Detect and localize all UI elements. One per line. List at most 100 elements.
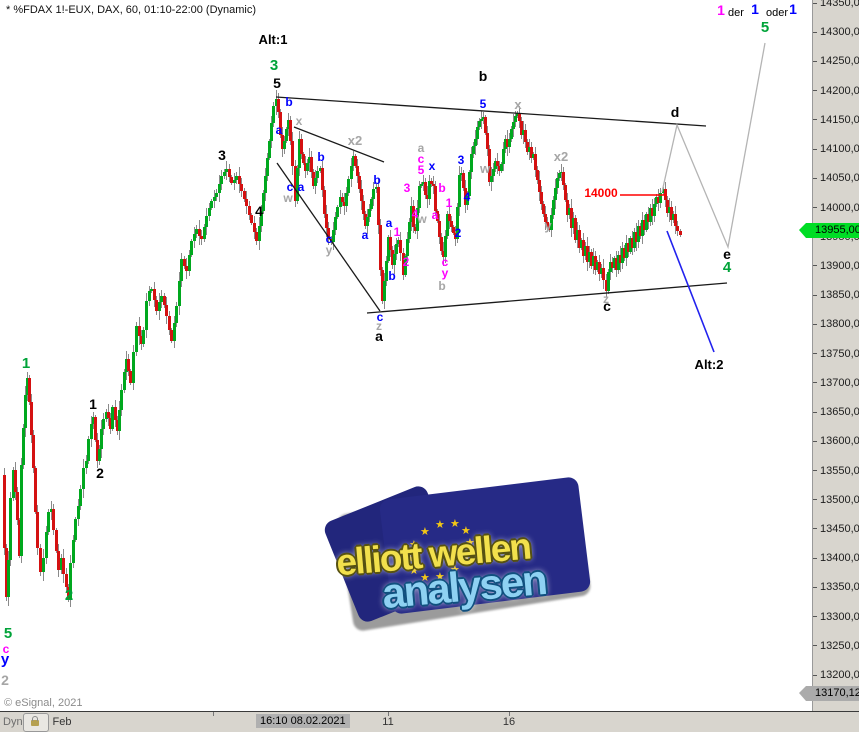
- last-price-value: 13955,00: [815, 224, 859, 236]
- candle: [248, 206, 251, 215]
- candle: [532, 154, 535, 158]
- candle: [238, 176, 241, 184]
- time-axis-label: 16: [502, 716, 516, 728]
- wave-label: d: [670, 104, 680, 120]
- candle: [215, 193, 218, 197]
- wave-label: z: [376, 319, 382, 333]
- candle: [442, 251, 445, 257]
- candle: [528, 147, 531, 152]
- candle: [3, 475, 6, 548]
- wave-label: a: [375, 328, 383, 344]
- price-axis-label: 14000,00: [820, 201, 859, 214]
- wave-label: 1: [789, 1, 797, 17]
- wave-label: 1: [393, 225, 401, 239]
- eu-star-icon: ★: [405, 553, 415, 565]
- candle: [142, 330, 145, 344]
- candle: [389, 237, 392, 250]
- candle: [36, 512, 39, 548]
- copyright-notice: © eSignal, 2021: [4, 697, 83, 709]
- candle: [540, 192, 543, 204]
- candle: [578, 230, 581, 248]
- candle: [596, 262, 599, 270]
- candle: [291, 141, 294, 166]
- candle: [223, 172, 226, 176]
- eu-star-icon: ★: [409, 564, 419, 577]
- candle: [140, 336, 143, 344]
- candle: [476, 127, 479, 139]
- eu-star-icon: ★: [450, 518, 460, 531]
- time-axis-label: 11: [382, 716, 394, 728]
- candle: [67, 587, 70, 599]
- candle: [20, 465, 23, 556]
- candle: [160, 296, 163, 302]
- candle: [679, 231, 682, 235]
- candle: [647, 214, 650, 222]
- candlestick-chart: [3, 90, 682, 607]
- candle: [105, 412, 108, 419]
- price-axis-tick: [813, 353, 817, 355]
- price-axis-label: 13550,00: [820, 464, 859, 477]
- time-axis-label: Feb: [52, 716, 72, 728]
- candle: [584, 246, 587, 256]
- candle: [424, 182, 427, 195]
- candle: [94, 417, 97, 440]
- price-arrow-icon: [799, 223, 806, 238]
- candle: [272, 106, 275, 123]
- candle: [568, 208, 571, 215]
- candle: [45, 532, 48, 558]
- candle: [183, 259, 186, 266]
- lock-scale-button[interactable]: [23, 713, 49, 732]
- candle: [393, 254, 396, 265]
- candle: [185, 266, 188, 271]
- candle: [111, 407, 114, 429]
- candle: [635, 232, 638, 242]
- candle: [594, 256, 597, 270]
- price-axis-label: 13450,00: [820, 522, 859, 535]
- candle: [430, 181, 433, 184]
- price-axis-tick: [813, 470, 817, 472]
- wave-label: y: [325, 243, 333, 257]
- candle: [548, 227, 551, 230]
- price-axis[interactable]: 14350,00 14300,00 14250,00 14200,00 14150,00…: [799, 0, 859, 712]
- candle: [590, 252, 593, 266]
- price-axis-tick: [813, 294, 817, 296]
- candle: [404, 256, 407, 275]
- wave-label: 4: [722, 259, 732, 276]
- candle: [637, 226, 640, 242]
- wave-label: 2: [96, 465, 104, 481]
- candle: [466, 196, 469, 205]
- wave-label: y: [441, 266, 449, 280]
- chart-plot-area[interactable]: * %FDAX 1!-EUX, DAX, 60, 01:10-22:00 (Dy…: [0, 0, 812, 712]
- candle: [235, 176, 238, 180]
- price-axis-tick: [813, 616, 817, 618]
- candle: [422, 182, 425, 184]
- candle: [408, 222, 411, 239]
- price-axis-label: 13350,00: [820, 581, 859, 594]
- wave-label: y: [544, 218, 552, 233]
- candle: [316, 171, 319, 178]
- time-axis[interactable]: Dyn Feb 11 16 16:10 08.02.2021: [0, 712, 859, 732]
- time-axis-tick: [388, 712, 389, 716]
- candle: [385, 261, 388, 281]
- candle: [633, 232, 636, 248]
- wave-label: w: [417, 212, 427, 226]
- candle: [145, 301, 148, 330]
- candle: [57, 551, 60, 570]
- wave-label: oder: [765, 7, 789, 19]
- candle: [52, 509, 55, 530]
- chart-symbol-title: * %FDAX 1!-EUX, DAX, 60, 01:10-22:00 (Dy…: [6, 4, 257, 16]
- candle: [572, 218, 575, 228]
- candle: [12, 470, 15, 498]
- candle: [564, 185, 567, 200]
- candle: [347, 179, 350, 193]
- candle: [399, 240, 402, 253]
- candle: [258, 226, 261, 241]
- candle: [655, 197, 658, 204]
- candle: [611, 262, 614, 268]
- candle: [264, 176, 267, 193]
- candle: [609, 262, 612, 272]
- candle: [402, 253, 405, 275]
- candle: [426, 195, 429, 199]
- candle: [175, 306, 178, 323]
